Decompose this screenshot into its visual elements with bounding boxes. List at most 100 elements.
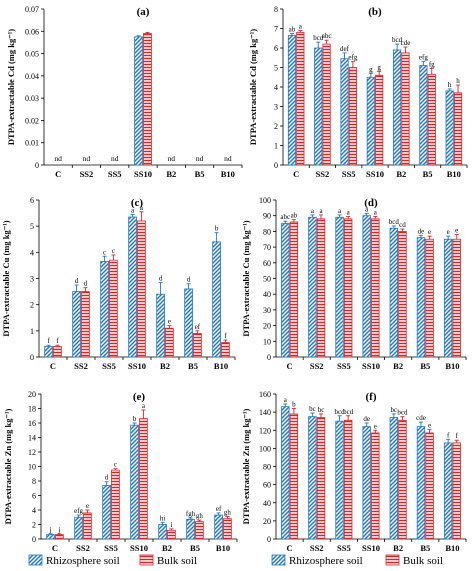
- data-label: a: [365, 205, 369, 213]
- data-label: d: [75, 277, 79, 285]
- bar: [74, 516, 83, 540]
- y-tick-label: 5: [274, 64, 278, 73]
- x-tick-label: C: [55, 169, 61, 179]
- x-tick-label: B5: [188, 361, 198, 371]
- bar: [102, 484, 111, 540]
- data-label: e: [447, 228, 450, 236]
- x-tick-label: SS10: [130, 543, 148, 553]
- x-tick-label: B5: [420, 361, 430, 371]
- bar: [165, 327, 174, 358]
- y-tick-label: 6: [30, 196, 34, 205]
- y-tick-label: 6: [274, 44, 278, 53]
- y-tick-label: 3: [274, 103, 278, 112]
- data-label: bcd: [313, 34, 324, 42]
- data-label: f: [47, 337, 50, 345]
- y-axis-label: DTPA-extractable Cu (mg kg⁻¹): [1, 220, 11, 336]
- x-tick-label: SS10: [128, 361, 146, 371]
- y-tick-label: 30: [263, 306, 271, 315]
- bar: [281, 223, 290, 358]
- y-tick-label: 1: [30, 327, 34, 336]
- data-label: fgh: [186, 510, 196, 518]
- annotation-label: nd: [224, 154, 232, 163]
- data-label: abc: [322, 32, 332, 40]
- y-tick-label: 0: [267, 535, 271, 544]
- bar: [100, 261, 109, 358]
- bar: [308, 416, 317, 540]
- bar: [416, 237, 426, 358]
- data-label: b: [133, 415, 137, 423]
- bar: [281, 406, 290, 540]
- panel-label: (b): [368, 6, 382, 18]
- x-tick-label: B10: [214, 361, 228, 371]
- bar: [223, 518, 232, 540]
- y-tick-label: 20: [28, 390, 36, 399]
- data-label: f: [456, 432, 459, 440]
- y-axis-label: DTPA-extractable Cu (mg kg⁻¹): [241, 220, 251, 336]
- y-tick-label: 1: [274, 142, 278, 151]
- x-tick-label: SS2: [80, 169, 94, 179]
- bar: [314, 47, 323, 166]
- data-label: d: [84, 280, 88, 288]
- panel-label: (e): [133, 391, 146, 403]
- y-tick-label: 2: [30, 301, 34, 310]
- data-label: d: [187, 276, 191, 284]
- y-tick-label: 20: [263, 517, 271, 526]
- bar: [340, 58, 349, 166]
- y-tick-label: 100: [259, 196, 271, 205]
- data-label: j: [57, 526, 60, 534]
- data-label: a: [319, 207, 323, 215]
- y-tick-label: 90: [263, 212, 271, 221]
- panel-label: (a): [137, 6, 150, 18]
- bar: [214, 514, 223, 540]
- x-tick-label: B10: [447, 169, 461, 179]
- bar: [362, 215, 371, 358]
- x-tick-label: B5: [420, 543, 430, 553]
- bar: [139, 418, 148, 540]
- x-tick-label: B2: [160, 361, 170, 371]
- x-tick-label: B10: [445, 361, 459, 371]
- y-axis-label: DTPA-extractable Zn (mg kg⁻¹): [241, 408, 251, 524]
- bar: [195, 521, 204, 540]
- bar: [81, 291, 90, 358]
- y-tick-label: 60: [263, 259, 271, 268]
- y-tick-label: 0.01: [25, 139, 39, 148]
- bar: [452, 442, 461, 540]
- bar: [453, 92, 463, 166]
- data-label: a: [311, 207, 315, 215]
- legend-right: Rhizosphere soil Bulk soil: [271, 554, 443, 567]
- data-label: bcd: [389, 218, 400, 226]
- bar: [343, 218, 353, 358]
- bar: [212, 241, 221, 358]
- bar: [289, 221, 299, 358]
- bar: [193, 333, 202, 358]
- x-tick-label: SS5: [337, 543, 351, 553]
- data-label: bcd: [335, 408, 346, 416]
- bar: [55, 534, 64, 540]
- bar: [46, 534, 55, 540]
- bar: [427, 73, 436, 166]
- x-tick-label: B2: [393, 361, 403, 371]
- data-label: efg: [419, 54, 428, 62]
- bar: [72, 291, 81, 358]
- bar: [167, 529, 176, 540]
- data-label: a: [284, 396, 288, 404]
- data-label: g: [369, 65, 373, 73]
- bar: [362, 426, 371, 540]
- data-label: bc: [391, 406, 398, 414]
- bar: [316, 218, 326, 358]
- annotation-label: nd: [168, 154, 176, 163]
- data-label: efg: [348, 54, 357, 62]
- data-label: de: [418, 227, 425, 235]
- y-tick-label: 10: [263, 337, 271, 346]
- x-tick-label: SS2: [76, 543, 90, 553]
- bar: [137, 220, 146, 358]
- legend-label-bulk: Bulk soil: [403, 555, 443, 567]
- y-axis-label: DTPA-extractable Zn (mg kg⁻¹): [3, 408, 13, 524]
- bar: [308, 216, 317, 358]
- data-label: d: [105, 474, 109, 482]
- x-tick-label: SS5: [342, 169, 356, 179]
- legend-label-rhizosphere: Rhizosphere soil: [289, 555, 363, 567]
- bar: [335, 420, 344, 540]
- y-axis-label: DTPA-extractable Cd (mg kg⁻¹): [6, 29, 16, 145]
- x-tick-label: B2: [166, 169, 176, 179]
